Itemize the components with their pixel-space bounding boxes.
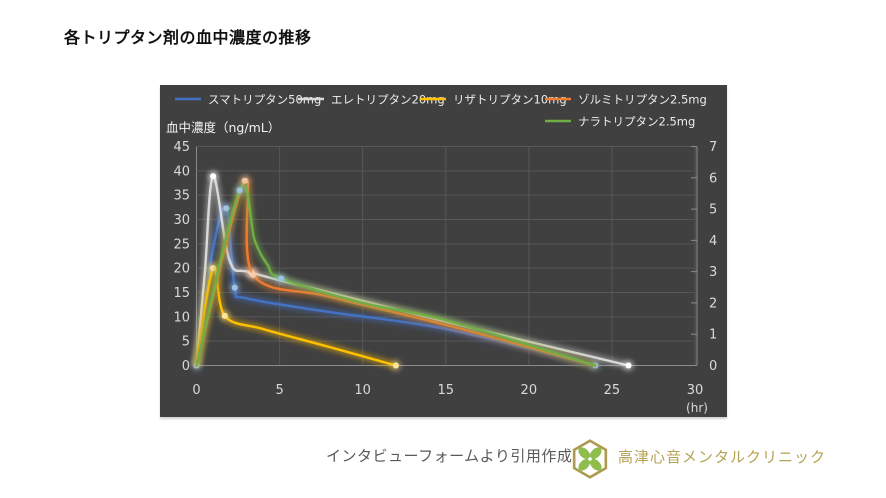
y-left-axis-title: 血中濃度（ng/mL） <box>166 120 280 135</box>
y-right-tick-label: 6 <box>709 171 717 186</box>
x-tick-label: 0 <box>192 383 200 398</box>
data-point-marker <box>392 362 399 369</box>
clinic-logo-icon <box>572 439 608 479</box>
legend-label-4: ナラトリプタン2.5mg <box>578 115 695 129</box>
data-point-marker <box>236 187 243 194</box>
source-note: インタビューフォームより引用作成 <box>326 447 573 465</box>
page-title: 各トリプタン剤の血中濃度の推移 <box>64 28 312 47</box>
data-point-marker <box>625 362 632 369</box>
data-point-marker <box>210 173 217 180</box>
logo-clover <box>578 447 602 471</box>
x-tick-label: 25 <box>604 383 621 398</box>
data-point-marker <box>241 177 248 184</box>
x-tick-label: 15 <box>437 383 454 398</box>
y-left-tick-label: 10 <box>173 310 190 325</box>
legend-label-0: スマトリプタン50mg <box>208 93 321 107</box>
chart-panel: 0 5 10 15 20 25 30 35 40 45 0 1 2 3 4 5 6 7 0 5 10 15 20 25 30 (h… <box>160 85 727 417</box>
y-right-tick-label: 5 <box>709 203 717 218</box>
series-line <box>195 266 398 367</box>
y-left-tick-label: 45 <box>173 140 190 155</box>
y-left-tick-label: 5 <box>182 335 190 350</box>
data-point-marker <box>210 265 217 272</box>
series-line <box>195 205 597 367</box>
y-left-tick-label: 15 <box>173 286 190 301</box>
right-axis <box>691 146 698 366</box>
y-left-tick-label: 40 <box>173 164 190 179</box>
y-right-tick-label: 0 <box>709 359 717 374</box>
legend-label-2: リザトリプタン10mg <box>453 93 567 107</box>
clinic-name: 高津心音メンタルクリニック <box>618 448 827 466</box>
y-left-tick-label: 20 <box>173 262 190 277</box>
y-left-tick-label: 30 <box>173 213 190 228</box>
x-axis-unit-label: (hr) <box>686 401 708 415</box>
grid <box>196 146 696 366</box>
legend-label-3: ゾルミトリプタン2.5mg <box>578 93 707 107</box>
legend-label-1: エレトリプタン20mg <box>331 93 445 107</box>
series-2 <box>193 263 401 371</box>
y-right-tick-label: 7 <box>709 140 717 155</box>
x-tick-label: 10 <box>354 383 371 398</box>
data-point-marker <box>231 284 238 291</box>
legend: スマトリプタン50mg エレトリプタン20mg リザトリプタン10mg ゾルミトリプタ… <box>175 93 707 129</box>
x-tick-label: 5 <box>275 383 283 398</box>
x-tick-label: 30 <box>687 383 704 398</box>
y-left-tick-label: 0 <box>182 359 190 374</box>
y-left-tick-label: 25 <box>173 237 190 252</box>
series-line <box>195 174 630 367</box>
footer: インタビューフォームより引用作成 高津心音メンタルクリニック <box>0 434 886 486</box>
y-left-tick-label: 35 <box>173 189 190 204</box>
logo-center-dot <box>588 457 592 461</box>
logo-petal <box>578 447 591 460</box>
data-point-marker <box>249 271 256 278</box>
data-point-marker <box>278 275 285 282</box>
y-right-tick-label: 3 <box>709 265 717 280</box>
logo-petal <box>578 458 591 471</box>
series-4 <box>193 183 597 369</box>
data-point-marker <box>221 312 228 319</box>
logo-petal <box>589 458 602 471</box>
y-right-tick-label: 2 <box>709 296 717 311</box>
logo-petal <box>589 447 602 460</box>
series-1 <box>193 171 634 371</box>
y-right-tick-label: 1 <box>709 328 717 343</box>
data-point-marker <box>223 205 230 212</box>
y-right-tick-label: 4 <box>709 234 717 249</box>
x-tick-label: 20 <box>521 383 538 398</box>
series-line-glow <box>193 172 630 369</box>
